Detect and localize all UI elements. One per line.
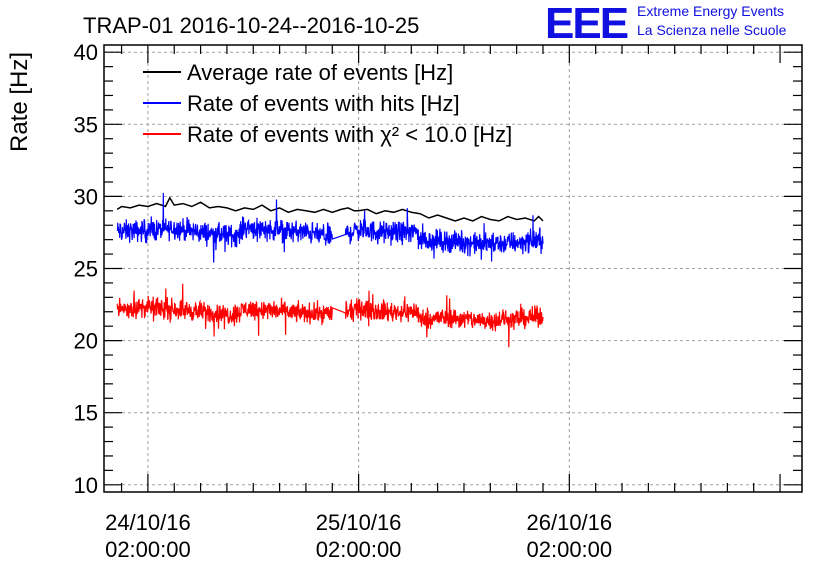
y-tick-label: 25	[74, 257, 98, 282]
legend: Average rate of events [Hz] Rate of event…	[143, 60, 512, 147]
series-hits-line	[116, 192, 544, 263]
y-tick-label: 30	[74, 184, 98, 209]
logo-line-2: La Scienza nelle Scuole	[637, 22, 787, 38]
eee-logo: EEE	[545, 0, 629, 48]
y-tick-label: 15	[74, 401, 98, 426]
x-tick-date: 26/10/16	[527, 510, 613, 535]
series-layer	[116, 192, 544, 348]
legend-label: Average rate of events [Hz]	[187, 60, 453, 85]
x-tick-time: 02:00:00	[527, 537, 613, 562]
series-average-line	[116, 196, 544, 222]
grid	[104, 45, 802, 492]
x-tick-time: 02:00:00	[316, 537, 402, 562]
series-chi2-line	[116, 283, 544, 348]
y-tick-label: 40	[74, 40, 98, 65]
x-tick-date: 25/10/16	[316, 510, 402, 535]
logo-line-1: Extreme Energy Events	[637, 3, 785, 19]
legend-label: Rate of events with χ² < 10.0 [Hz]	[187, 122, 512, 147]
axes: 1015202530354024/10/1602:00:0025/10/1602…	[74, 40, 803, 562]
y-axis-label: Rate [Hz]	[6, 52, 33, 152]
legend-label: Rate of events with hits [Hz]	[187, 91, 460, 116]
y-tick-label: 35	[74, 112, 98, 137]
y-tick-label: 10	[74, 473, 98, 498]
chart-title: TRAP-01 2016-10-24--2016-10-25	[83, 13, 419, 38]
x-tick-time: 02:00:00	[105, 537, 191, 562]
y-tick-label: 20	[74, 329, 98, 354]
x-tick-date: 24/10/16	[105, 510, 191, 535]
